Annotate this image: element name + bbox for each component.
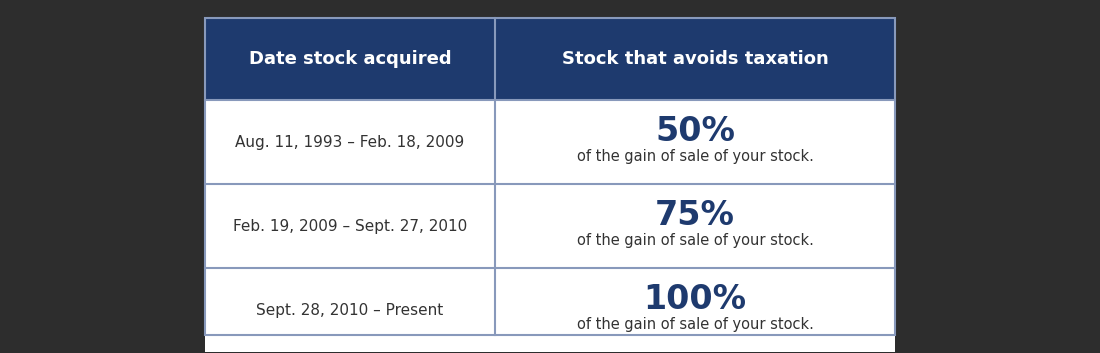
Bar xyxy=(205,268,895,352)
Text: 100%: 100% xyxy=(644,283,747,316)
Text: Date stock acquired: Date stock acquired xyxy=(249,50,451,68)
Text: of the gain of sale of your stock.: of the gain of sale of your stock. xyxy=(576,233,813,248)
Text: Stock that avoids taxation: Stock that avoids taxation xyxy=(562,50,828,68)
Text: 75%: 75% xyxy=(656,199,735,232)
Bar xyxy=(205,18,895,100)
Text: Sept. 28, 2010 – Present: Sept. 28, 2010 – Present xyxy=(256,303,443,317)
Text: of the gain of sale of your stock.: of the gain of sale of your stock. xyxy=(576,317,813,332)
Bar xyxy=(205,100,895,184)
Text: of the gain of sale of your stock.: of the gain of sale of your stock. xyxy=(576,149,813,164)
Bar xyxy=(205,184,895,268)
Text: Feb. 19, 2009 – Sept. 27, 2010: Feb. 19, 2009 – Sept. 27, 2010 xyxy=(233,219,468,233)
Text: Aug. 11, 1993 – Feb. 18, 2009: Aug. 11, 1993 – Feb. 18, 2009 xyxy=(235,134,464,150)
Bar xyxy=(205,18,895,335)
Text: 50%: 50% xyxy=(656,115,735,148)
